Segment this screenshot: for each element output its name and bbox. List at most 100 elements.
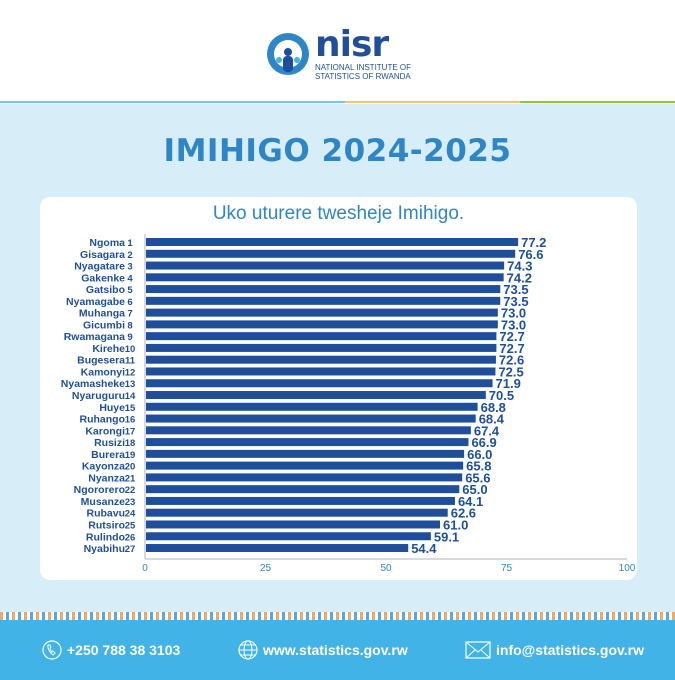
category-label: Gatsibo (86, 284, 125, 296)
bar (146, 367, 496, 376)
value-label: 62.6 (451, 506, 476, 521)
value-label: 65.8 (466, 459, 491, 474)
bar (146, 414, 476, 423)
x-tick-label: 100 (619, 563, 636, 574)
x-tick-label: 50 (380, 563, 392, 574)
bar (146, 332, 497, 341)
bar (146, 461, 464, 470)
rank-label: 18 (125, 438, 136, 449)
category-label: Ngororero (74, 484, 125, 496)
logo-subtitle: NATIONAL INSTITUTE OF STATISTICS OF RWAN… (315, 63, 412, 81)
header: nisr NATIONAL INSTITUTE OF STATISTICS OF… (0, 0, 675, 101)
bar (146, 355, 496, 364)
website-link: www.statistics.gov.rw (263, 642, 408, 658)
nisr-logo: nisr NATIONAL INSTITUTE OF STATISTICS OF… (265, 24, 425, 85)
value-label: 72.7 (499, 341, 524, 356)
decorative-pattern-strip (0, 612, 675, 620)
category-label: Karongi (85, 425, 125, 437)
globe-icon (238, 640, 258, 660)
value-label: 73.5 (503, 282, 528, 297)
rank-label: 1 (127, 238, 133, 249)
bar (146, 544, 409, 553)
divider-blue (0, 101, 345, 103)
category-label: Ruhango (80, 414, 126, 426)
value-label: 54.4 (411, 541, 437, 556)
category-label: Nyamasheke (61, 378, 125, 390)
rank-label: 7 (127, 309, 132, 320)
value-label: 77.2 (521, 235, 546, 250)
category-label: Rubavu (86, 508, 125, 520)
category-label: Huye (99, 402, 125, 414)
rank-label: 23 (125, 497, 136, 508)
divider-orange (345, 101, 520, 103)
value-label: 65.6 (465, 470, 490, 485)
phone-number: +250 788 38 3103 (67, 642, 181, 658)
bar (146, 273, 504, 282)
value-label: 70.5 (489, 388, 514, 403)
rank-label: 19 (125, 450, 136, 461)
bar (146, 308, 498, 317)
x-tick-label: 25 (260, 563, 272, 574)
rank-label: 25 (125, 520, 136, 531)
bar (146, 379, 493, 388)
bar (146, 532, 431, 541)
category-label: Rutsiro (88, 519, 125, 531)
category-label: Rulindo (86, 531, 125, 543)
footer-email[interactable]: info@statistics.gov.rw (465, 640, 644, 660)
value-label: 66.0 (467, 447, 492, 462)
category-label: Nyagatare (74, 261, 125, 273)
rank-label: 17 (125, 426, 136, 437)
bar-chart: Ngoma 1 77.2 Gisagara 2 76.6 Nyagatare 3 74.3 Gak… (61, 234, 636, 574)
category-label: Bugesera (77, 355, 125, 367)
category-label: Kayonza (82, 461, 125, 473)
category-label: Gisagara (80, 249, 125, 261)
rank-label: 12 (125, 367, 136, 378)
category-label: Gicumbi (83, 319, 125, 331)
category-label: Muhanga (79, 308, 125, 320)
category-label: Nyamagabe (66, 296, 125, 308)
rank-label: 26 (125, 532, 136, 543)
category-label: Ngoma (89, 237, 125, 249)
category-label: Nyabihu (84, 543, 125, 555)
bar (146, 508, 448, 517)
value-label: 67.4 (474, 423, 500, 438)
category-label: Kirehe (92, 343, 125, 355)
bar (146, 320, 498, 329)
footer-website[interactable]: www.statistics.gov.rw (238, 640, 408, 660)
footer-phone[interactable]: +250 788 38 3103 (42, 640, 180, 660)
value-label: 72.5 (498, 364, 523, 379)
rank-label: 4 (127, 273, 133, 284)
value-label: 74.3 (507, 259, 532, 274)
value-label: 68.4 (479, 412, 505, 427)
value-label: 61.0 (443, 517, 468, 532)
rank-label: 21 (125, 473, 136, 484)
bar (146, 261, 505, 270)
category-label: Kamonyi (81, 366, 125, 378)
bar (146, 449, 465, 458)
category-label: Rusizi (94, 437, 125, 449)
x-tick-label: 0 (142, 563, 148, 574)
bar (146, 496, 455, 505)
rank-label: 22 (125, 485, 136, 496)
rank-label: 20 (125, 462, 136, 473)
rank-label: 2 (127, 250, 132, 261)
value-label: 72.6 (499, 353, 524, 368)
x-tick-label: 75 (501, 563, 513, 574)
rank-label: 11 (125, 356, 136, 367)
category-label: Nyanza (88, 472, 125, 484)
bar (146, 296, 501, 305)
rank-label: 13 (125, 379, 136, 390)
category-label: Gakenke (81, 272, 125, 284)
value-label: 68.8 (481, 400, 506, 415)
bar (146, 343, 497, 352)
rank-label: 8 (127, 320, 132, 331)
bar (146, 391, 486, 400)
value-label: 65.0 (462, 482, 487, 497)
divider-green (520, 101, 675, 103)
value-label: 76.6 (518, 247, 543, 262)
value-label: 73.0 (501, 306, 526, 321)
rank-label: 16 (125, 415, 136, 426)
value-label: 72.7 (499, 329, 524, 344)
globe-people-icon (267, 33, 309, 75)
category-label: Nyaruguru (72, 390, 125, 402)
